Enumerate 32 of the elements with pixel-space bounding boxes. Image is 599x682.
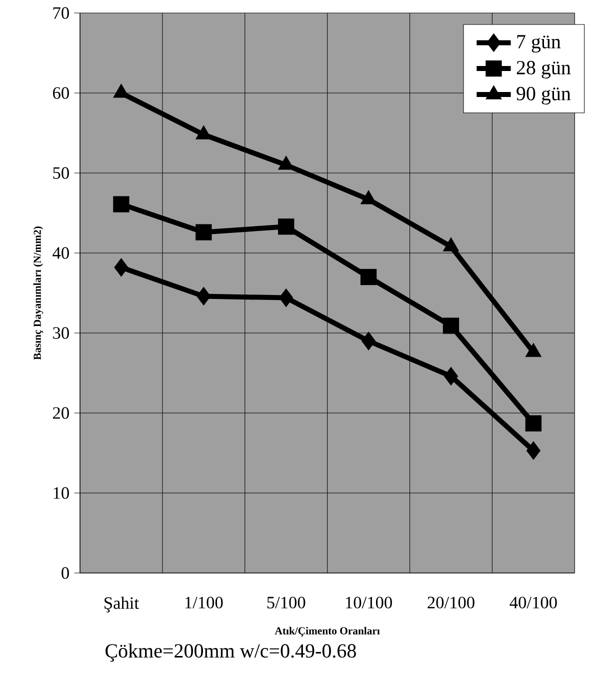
y-tick-label: 20 xyxy=(53,407,69,419)
x-tick-label: Şahit xyxy=(104,596,139,612)
point xyxy=(360,268,377,286)
x-axis-title: Atık/Çimento Oranları xyxy=(274,626,380,637)
y-tick-label: 40 xyxy=(52,247,69,259)
point xyxy=(444,366,458,386)
x-tick-label: 1/100 xyxy=(185,596,223,608)
y-tick-label: 70 xyxy=(53,7,69,19)
legend-label: 28 gün xyxy=(516,60,571,79)
y-tick-label: 0 xyxy=(62,567,69,579)
point xyxy=(114,258,128,277)
point xyxy=(442,318,460,334)
point xyxy=(196,286,211,306)
y-tick-label: 60 xyxy=(53,87,69,99)
y-tick-label: 50 xyxy=(53,167,69,179)
y-tick-label: 10 xyxy=(54,487,69,499)
y-tick-label: 30 xyxy=(53,327,69,339)
point xyxy=(196,224,212,240)
x-tick-label: 10/100 xyxy=(346,596,392,608)
point xyxy=(279,288,294,308)
point xyxy=(278,218,294,235)
y-axis-title: Basınç Dayanımları (N/mm2) xyxy=(33,226,44,360)
point xyxy=(525,415,542,432)
point xyxy=(526,441,541,460)
legend-label: 90 gün xyxy=(516,86,571,104)
point xyxy=(361,332,376,350)
x-tick-label: 20/100 xyxy=(428,596,474,608)
text: Çökme=200mm w/c=0.49-0.68 xyxy=(106,644,356,662)
point xyxy=(113,196,130,212)
x-tick-label: 40/100 xyxy=(510,596,557,608)
x-tick-label: 5/100 xyxy=(267,596,306,608)
legend-label: 7 gün xyxy=(517,35,561,53)
